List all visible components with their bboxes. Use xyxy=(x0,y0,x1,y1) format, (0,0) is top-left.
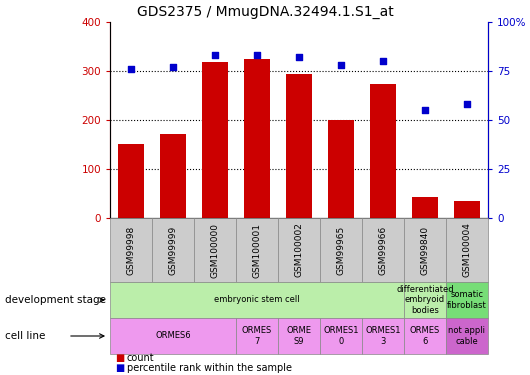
Text: GSM100004: GSM100004 xyxy=(463,223,472,278)
Text: GSM99998: GSM99998 xyxy=(127,225,136,274)
Bar xyxy=(244,59,270,218)
Text: ORMES1
0: ORMES1 0 xyxy=(323,326,359,346)
Point xyxy=(379,58,387,64)
Bar xyxy=(412,197,438,218)
Point xyxy=(169,64,177,70)
Text: GSM100000: GSM100000 xyxy=(210,222,219,278)
Text: ORME
S9: ORME S9 xyxy=(287,326,312,346)
Text: GSM99965: GSM99965 xyxy=(337,225,346,274)
Text: differentiated
embryoid
bodies: differentiated embryoid bodies xyxy=(396,285,454,315)
Text: percentile rank within the sample: percentile rank within the sample xyxy=(127,363,292,373)
Text: cell line: cell line xyxy=(5,331,46,341)
Text: ORMES
7: ORMES 7 xyxy=(242,326,272,346)
Bar xyxy=(454,201,480,218)
Text: GSM100002: GSM100002 xyxy=(295,223,304,278)
Point xyxy=(421,107,429,113)
Bar xyxy=(329,120,354,218)
Text: GSM99966: GSM99966 xyxy=(378,225,387,274)
Point xyxy=(295,54,303,60)
Point xyxy=(127,66,135,72)
Text: GSM100001: GSM100001 xyxy=(252,222,261,278)
Text: count: count xyxy=(127,353,154,363)
Text: GDS2375 / MmugDNA.32494.1.S1_at: GDS2375 / MmugDNA.32494.1.S1_at xyxy=(137,5,393,19)
Text: not appli
cable: not appli cable xyxy=(448,326,485,346)
Point xyxy=(211,53,219,58)
Bar xyxy=(118,144,144,218)
Bar xyxy=(286,74,312,218)
Bar xyxy=(370,84,395,218)
Text: somatic
fibroblast: somatic fibroblast xyxy=(447,290,487,310)
Text: GSM99999: GSM99999 xyxy=(169,225,178,274)
Point xyxy=(253,53,261,58)
Text: ■: ■ xyxy=(115,363,124,373)
Text: embryonic stem cell: embryonic stem cell xyxy=(214,296,300,304)
Text: ■: ■ xyxy=(115,353,124,363)
Bar xyxy=(161,134,186,218)
Point xyxy=(337,62,345,68)
Point xyxy=(463,101,471,107)
Text: ORMES1
3: ORMES1 3 xyxy=(365,326,401,346)
Text: development stage: development stage xyxy=(5,295,106,305)
Text: ORMES6: ORMES6 xyxy=(155,332,191,340)
Text: GSM99840: GSM99840 xyxy=(420,225,429,274)
Text: ORMES
6: ORMES 6 xyxy=(410,326,440,346)
Bar xyxy=(202,62,227,218)
